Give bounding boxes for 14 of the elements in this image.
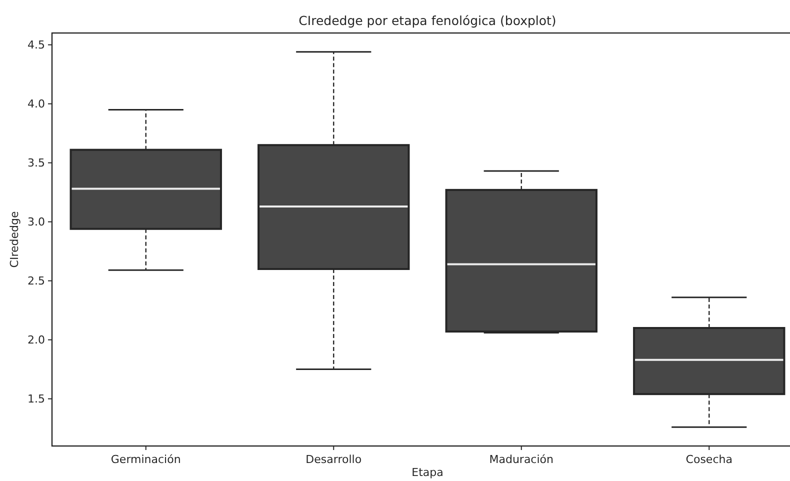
x-tick-label: Cosecha — [686, 453, 732, 466]
y-tick-label: 1.5 — [28, 392, 45, 406]
y-tick-label: 2.5 — [28, 274, 45, 288]
x-axis-title: Etapa — [412, 466, 444, 479]
y-axis-title: CIrededge — [8, 211, 21, 268]
x-tick-label: Desarrollo — [306, 453, 362, 466]
y-tick-label: 3.0 — [28, 216, 45, 229]
y-tick-label: 4.0 — [28, 98, 45, 111]
y-tick-label: 4.5 — [28, 38, 45, 52]
x-tick-label: Germinación — [110, 453, 181, 466]
chart-title: CIrededge por etapa fenológica (boxplot) — [298, 13, 556, 28]
y-tick-label: 2.0 — [28, 334, 45, 347]
y-tick-label: 3.5 — [28, 156, 45, 170]
x-tick-label: Maduración — [489, 453, 554, 466]
